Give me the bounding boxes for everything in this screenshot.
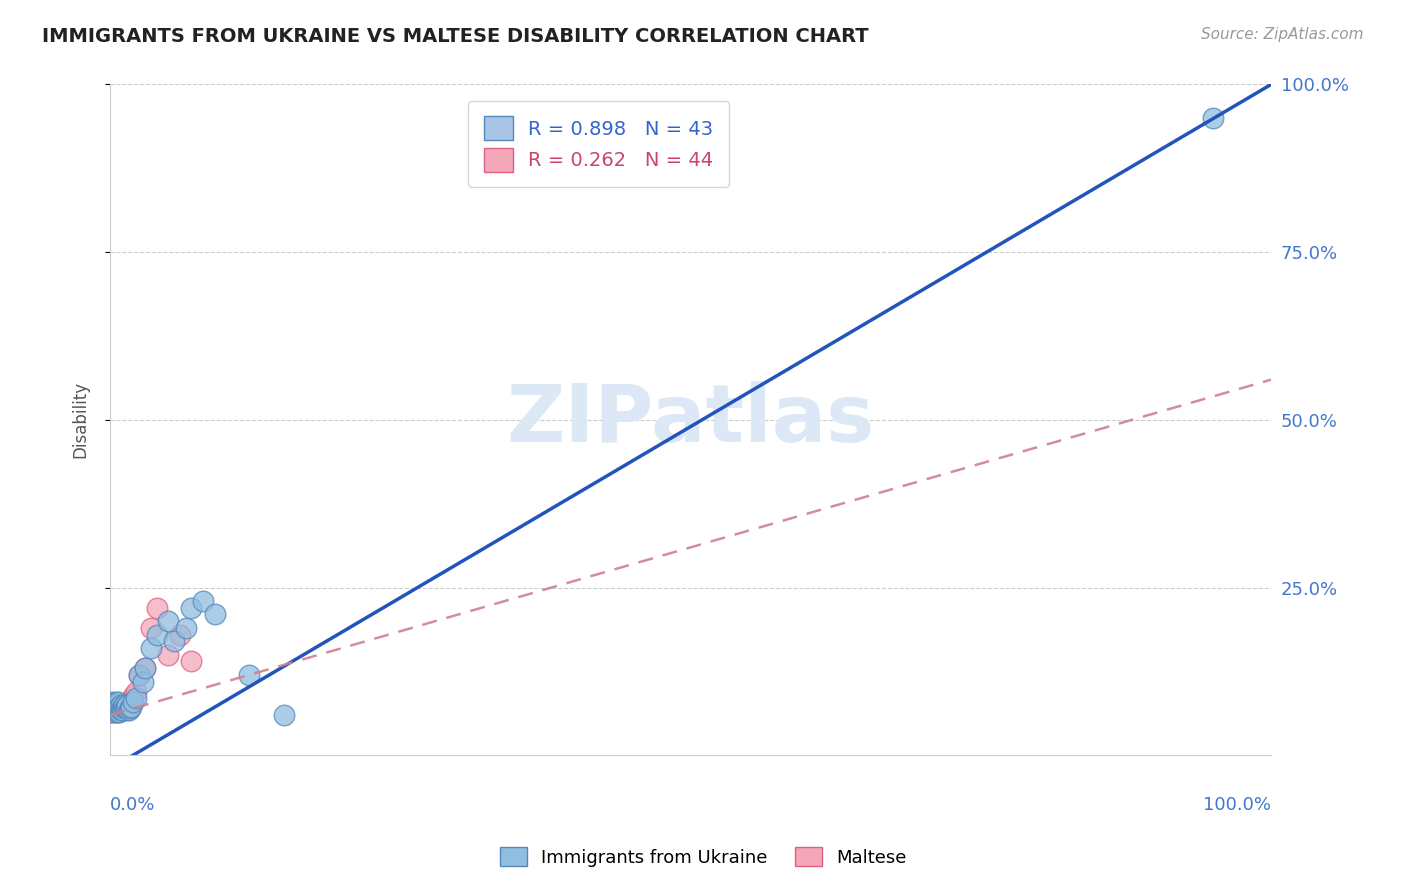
Point xyxy=(104,705,127,719)
Point xyxy=(163,634,186,648)
Point xyxy=(191,594,214,608)
Point xyxy=(105,698,128,712)
Y-axis label: Disability: Disability xyxy=(72,382,89,458)
Point xyxy=(105,703,128,717)
Point xyxy=(124,691,146,706)
Point xyxy=(101,700,124,714)
Point xyxy=(104,698,127,712)
Point xyxy=(204,607,226,622)
Point xyxy=(101,705,124,719)
Point xyxy=(101,703,124,717)
Point xyxy=(118,703,141,717)
Point xyxy=(107,701,129,715)
Text: 100.0%: 100.0% xyxy=(1204,796,1271,814)
Point xyxy=(110,698,132,712)
Point xyxy=(157,648,180,662)
Point xyxy=(131,674,153,689)
Point xyxy=(101,695,124,709)
Point xyxy=(118,698,141,712)
Point xyxy=(100,701,122,715)
Point xyxy=(107,695,129,709)
Point xyxy=(103,705,125,719)
Point xyxy=(104,703,127,717)
Point xyxy=(110,703,132,717)
Point xyxy=(120,700,142,714)
Point xyxy=(114,701,136,715)
Point xyxy=(139,621,162,635)
Point xyxy=(145,627,167,641)
Point xyxy=(104,701,127,715)
Point xyxy=(108,705,131,719)
Point xyxy=(114,700,136,714)
Point xyxy=(103,696,125,710)
Point xyxy=(108,703,131,717)
Point xyxy=(121,696,143,710)
Point xyxy=(139,640,162,655)
Point xyxy=(107,705,129,719)
Point xyxy=(105,700,128,714)
Text: Source: ZipAtlas.com: Source: ZipAtlas.com xyxy=(1201,27,1364,42)
Point xyxy=(100,705,122,719)
Text: IMMIGRANTS FROM UKRAINE VS MALTESE DISABILITY CORRELATION CHART: IMMIGRANTS FROM UKRAINE VS MALTESE DISAB… xyxy=(42,27,869,45)
Point xyxy=(104,700,127,714)
Point xyxy=(111,700,134,714)
Point xyxy=(110,703,132,717)
Point xyxy=(134,661,156,675)
Point xyxy=(104,698,127,712)
Point xyxy=(103,703,125,717)
Legend: Immigrants from Ukraine, Maltese: Immigrants from Ukraine, Maltese xyxy=(492,840,914,874)
Point xyxy=(174,621,197,635)
Point xyxy=(117,698,139,712)
Point xyxy=(111,701,134,715)
Point xyxy=(104,701,127,715)
Point xyxy=(122,690,145,704)
Point xyxy=(1202,111,1225,125)
Point xyxy=(145,600,167,615)
Point xyxy=(117,703,139,717)
Point xyxy=(112,701,135,715)
Point xyxy=(100,701,122,715)
Point xyxy=(104,695,127,709)
Point xyxy=(180,655,202,669)
Point xyxy=(115,700,138,714)
Point xyxy=(273,708,295,723)
Point xyxy=(107,696,129,710)
Text: ZIPatlas: ZIPatlas xyxy=(506,381,875,458)
Point xyxy=(115,698,138,712)
Point xyxy=(101,698,124,712)
Point xyxy=(104,698,127,712)
Point xyxy=(105,698,128,712)
Text: 0.0%: 0.0% xyxy=(110,796,156,814)
Point xyxy=(111,703,134,717)
Point xyxy=(111,698,134,712)
Point xyxy=(122,695,145,709)
Point xyxy=(134,661,156,675)
Point xyxy=(104,700,127,714)
Point xyxy=(112,698,135,712)
Point xyxy=(110,698,132,712)
Point xyxy=(128,668,150,682)
Point xyxy=(108,700,131,714)
Point xyxy=(107,701,129,715)
Point xyxy=(120,693,142,707)
Point xyxy=(108,700,131,714)
Point xyxy=(169,627,191,641)
Legend: R = 0.898   N = 43, R = 0.262   N = 44: R = 0.898 N = 43, R = 0.262 N = 44 xyxy=(468,101,730,187)
Point xyxy=(105,705,128,719)
Point xyxy=(118,700,141,714)
Point xyxy=(128,668,150,682)
Point xyxy=(111,700,134,714)
Point xyxy=(111,703,134,717)
Point xyxy=(157,614,180,628)
Point xyxy=(118,701,141,715)
Point xyxy=(180,600,202,615)
Point xyxy=(103,698,125,712)
Point xyxy=(238,668,260,682)
Point xyxy=(103,701,125,715)
Point xyxy=(124,684,146,698)
